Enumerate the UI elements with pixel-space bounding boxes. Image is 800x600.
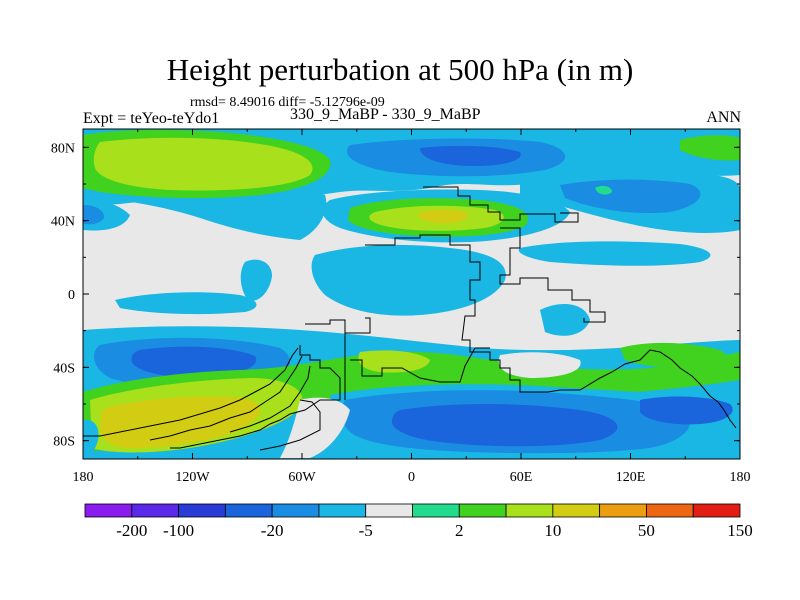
contour-field bbox=[83, 129, 740, 459]
coastline-south-america-2 bbox=[344, 333, 490, 400]
colorbar-label: -20 bbox=[261, 521, 284, 540]
contour-nh-europe-yellow bbox=[418, 209, 469, 224]
x-tick-label: 120W bbox=[175, 470, 210, 485]
contour-nh-arctic-green bbox=[680, 135, 740, 161]
contour-nh-small-green bbox=[595, 185, 612, 195]
contour-sh-green-right bbox=[620, 342, 728, 369]
contour-nh-siberia-darkblue bbox=[420, 145, 521, 166]
contour-sh-gray-gap bbox=[280, 397, 350, 458]
contour-sh-gray-mid bbox=[498, 352, 581, 378]
coastline-africa bbox=[365, 234, 737, 429]
x-tick-label: 180 bbox=[730, 470, 751, 485]
contour-tropic-pacific-cyan bbox=[115, 292, 257, 315]
contour-nh-pacific-cyan bbox=[83, 187, 327, 240]
y-tick-label: 80N bbox=[51, 141, 75, 156]
colorbar-box bbox=[599, 503, 647, 518]
x-tick-label: 120E bbox=[616, 470, 646, 485]
case-names: 330_9_MaBP - 330_9_MaBP bbox=[290, 106, 481, 123]
experiment-label: Expt = teYeo-teYdo1 bbox=[83, 110, 220, 127]
contour-nh-pacific-lime bbox=[93, 137, 313, 191]
colorbar-box bbox=[412, 503, 460, 518]
colorbar-box bbox=[552, 503, 601, 518]
x-axis: 180 120W 60W 0 60E 120E 180 bbox=[73, 129, 751, 485]
colorbar-box bbox=[458, 503, 507, 518]
colorbar-box bbox=[224, 503, 273, 518]
contour-sh-lime-atlantic bbox=[358, 350, 430, 373]
contour-tropic-east-cyan bbox=[518, 241, 711, 266]
x-tick-label: 60E bbox=[510, 470, 533, 485]
x-tick-label: 60W bbox=[288, 470, 316, 485]
colorbar-label: -100 bbox=[163, 521, 194, 540]
x-tick-label: 0 bbox=[408, 470, 415, 485]
colorbar-box bbox=[505, 503, 554, 518]
colorbar-label: 150 bbox=[727, 521, 753, 540]
colorbar-box bbox=[692, 503, 741, 518]
contour-sh-green-band bbox=[83, 351, 740, 452]
coastline-mid bbox=[229, 365, 321, 451]
colorbar-box bbox=[131, 503, 179, 518]
colorbar-label: -5 bbox=[359, 521, 373, 540]
contour-sh-west-cyan bbox=[83, 419, 99, 458]
chart-title: Height perturbation at 500 hPa (in m) bbox=[166, 52, 634, 87]
contour-sh-east-cyan-edge bbox=[700, 428, 740, 459]
colorbar-label: 10 bbox=[544, 521, 561, 540]
y-tick-label: 40N bbox=[51, 215, 75, 230]
contour-tropic-cyan bbox=[311, 244, 506, 316]
x-tick-label: 180 bbox=[73, 470, 94, 485]
contour-sh-indian-darkblue bbox=[391, 404, 618, 447]
y-tick-label: 40S bbox=[53, 361, 75, 376]
contour-sh-pacific-darkblue bbox=[131, 346, 257, 378]
colorbar: -200 -100 -20 -5 2 10 50 150 bbox=[84, 503, 753, 540]
rmsd-stats: rmsd= 8.49016 diff= -5.12796e-09 bbox=[190, 95, 385, 110]
contour-tropic-patch bbox=[240, 259, 272, 301]
contour-nh-atlantic-blue bbox=[83, 205, 105, 225]
contour-sh-east-darkblue bbox=[640, 396, 733, 425]
coastlines bbox=[83, 186, 737, 451]
colorbar-label: 50 bbox=[638, 521, 655, 540]
colorbar-label: 2 bbox=[455, 521, 464, 540]
colorbar-box bbox=[646, 503, 694, 518]
season-label: ANN bbox=[706, 109, 741, 126]
colorbar-box bbox=[318, 503, 367, 518]
contour-sh-gold-pacific bbox=[100, 396, 261, 448]
colorbar-box bbox=[365, 503, 413, 518]
y-tick-label: 0 bbox=[68, 288, 75, 303]
y-tick-label: 80S bbox=[53, 435, 75, 450]
colorbar-box bbox=[178, 503, 226, 518]
contour-tropic-india-patch bbox=[540, 304, 590, 336]
colorbar-label: -200 bbox=[116, 521, 147, 540]
coastline-antarctic bbox=[83, 347, 303, 441]
colorbar-box bbox=[84, 503, 133, 518]
colorbar-box bbox=[271, 503, 320, 518]
y-axis: 80N 40N 0 40S 80S bbox=[51, 141, 740, 450]
coastline-eurasia bbox=[423, 186, 606, 323]
